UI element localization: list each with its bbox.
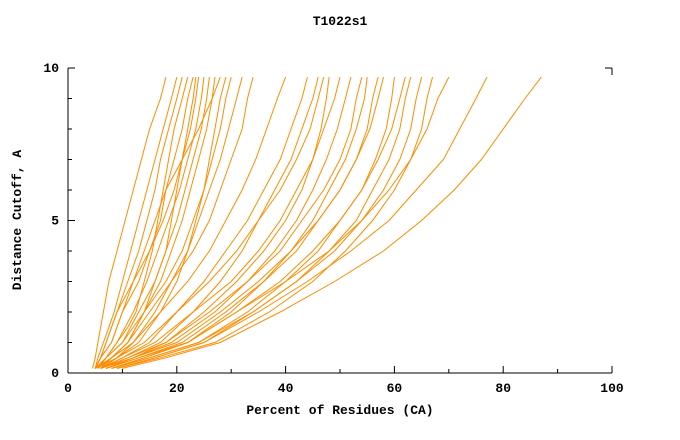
x-tick-label: 20 (169, 381, 185, 396)
y-tick-label: 0 (51, 366, 59, 381)
x-tick-label: 80 (495, 381, 511, 396)
model-curve (100, 76, 384, 369)
x-axis-label: Percent of Residues (CA) (246, 403, 434, 418)
model-curve (94, 76, 325, 369)
x-tick-label: 100 (600, 381, 624, 396)
y-tick-label: 10 (43, 61, 59, 76)
model-curve (100, 76, 227, 369)
x-tick-label: 60 (387, 381, 403, 396)
model-curve (111, 76, 450, 369)
model-curve (100, 76, 341, 369)
model-curve (100, 76, 308, 369)
model-curve (105, 77, 330, 369)
model-curve (94, 76, 221, 369)
model-curve (94, 76, 232, 369)
model-curve (94, 76, 183, 369)
model-curve (92, 76, 167, 369)
model-curve (97, 76, 189, 369)
model-curve (105, 76, 379, 369)
x-tick-label: 40 (278, 381, 294, 396)
model-curve (97, 77, 205, 369)
model-curve (94, 77, 200, 369)
model-curve (94, 76, 178, 369)
chart-title: T1022s1 (312, 14, 368, 29)
model-curve (111, 76, 423, 369)
model-curve (111, 77, 368, 369)
model-curve (116, 76, 412, 369)
x-tick-label: 0 (64, 381, 72, 396)
model-curve (116, 76, 488, 369)
model-curve (122, 76, 542, 369)
model-curve (100, 76, 319, 369)
model-curve (94, 76, 287, 369)
model-curve (105, 76, 352, 369)
model-curve (100, 76, 243, 369)
model-curve (97, 76, 254, 369)
y-tick-label: 5 (51, 214, 59, 229)
model-curve (100, 76, 363, 369)
y-axis-label: Distance Cutoff, A (10, 149, 25, 291)
model-curve (116, 76, 433, 369)
